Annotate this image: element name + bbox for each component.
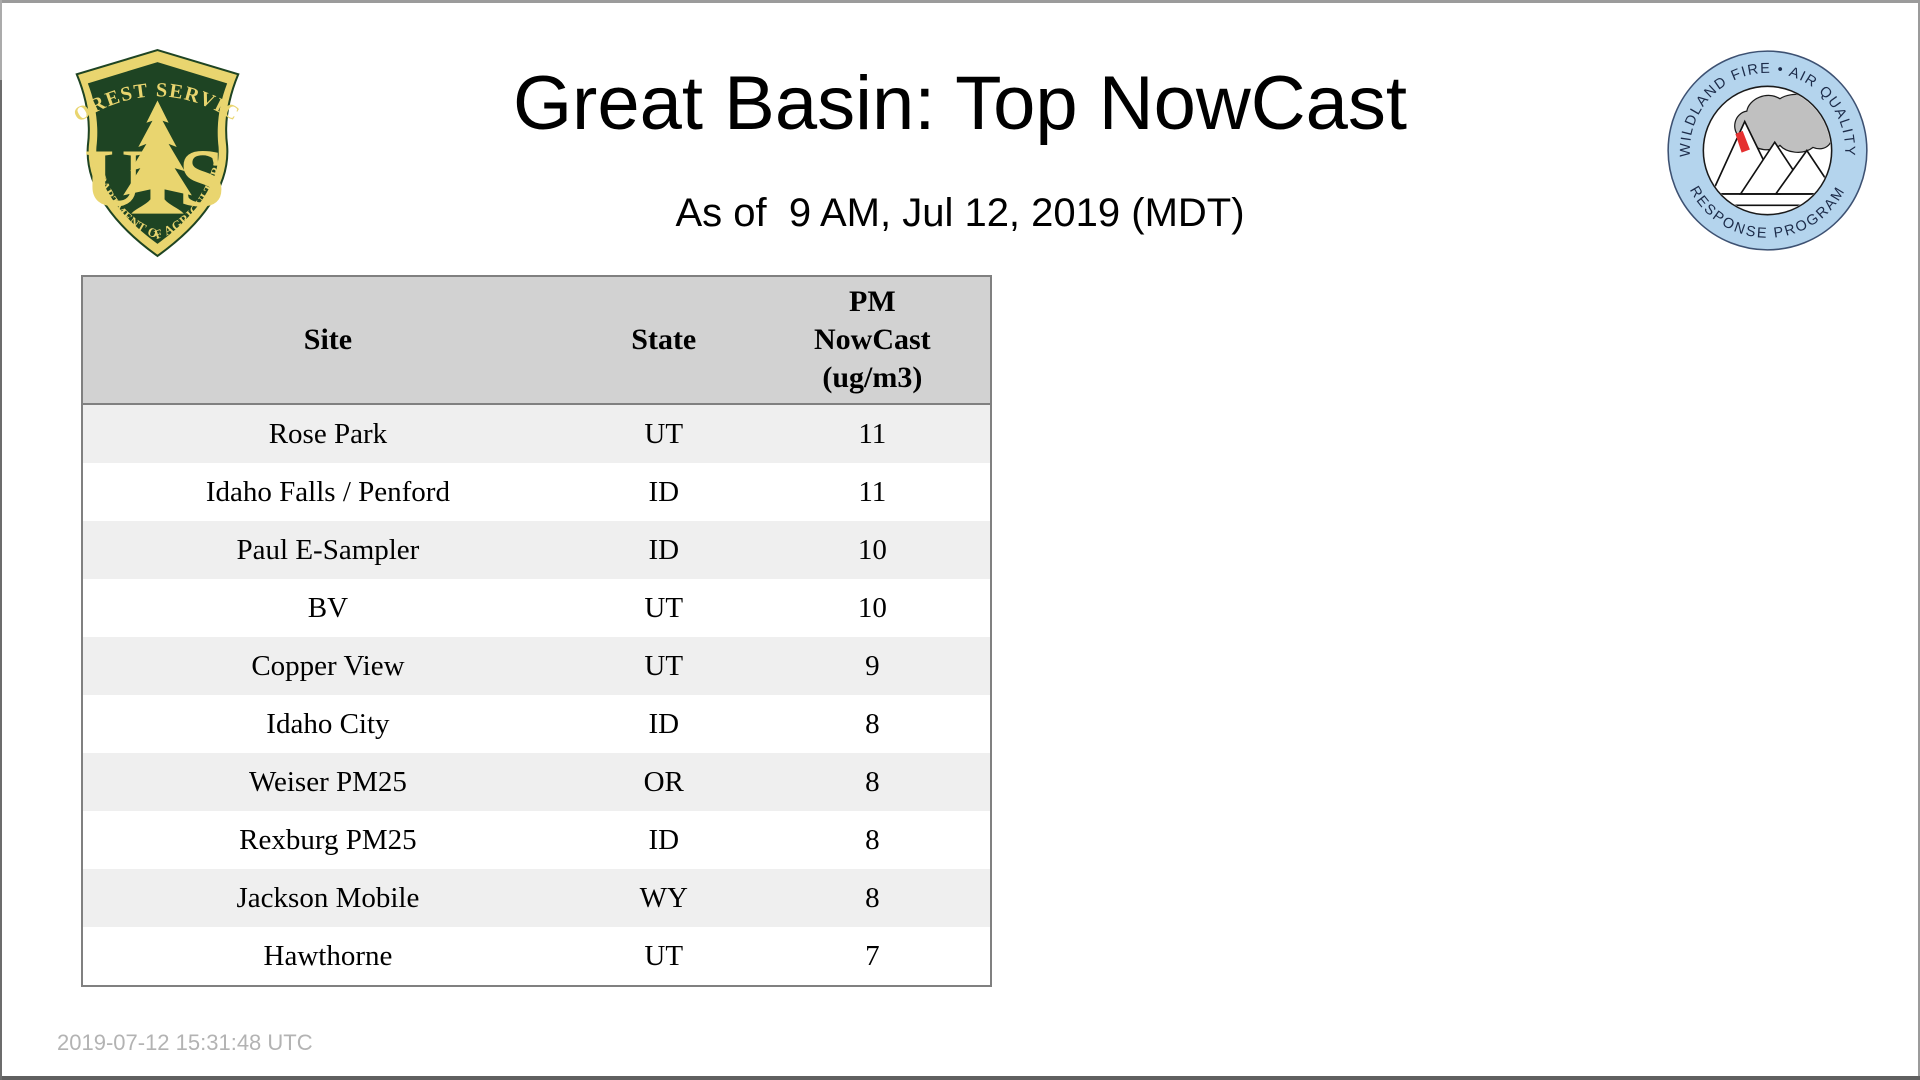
nowcast-cell: 11 bbox=[754, 404, 991, 463]
state-cell: UT bbox=[572, 927, 755, 986]
state-cell: UT bbox=[572, 637, 755, 695]
state-cell: OR bbox=[572, 753, 755, 811]
table-row: BV UT 10 bbox=[82, 579, 991, 637]
forest-service-logo: FOREST SERVICE U S DEPARTMENT OF AGRICUL… bbox=[55, 46, 242, 258]
column-header-state: State bbox=[572, 276, 755, 405]
state-cell: ID bbox=[572, 695, 755, 753]
nowcast-cell: 8 bbox=[754, 869, 991, 927]
site-cell: Idaho City bbox=[82, 695, 573, 753]
column-header-site: Site bbox=[82, 276, 573, 405]
table-row: Rose Park UT 11 bbox=[82, 404, 991, 463]
nowcast-cell: 7 bbox=[754, 927, 991, 986]
window-border-top bbox=[0, 0, 1920, 3]
state-cell: UT bbox=[572, 579, 755, 637]
state-cell: ID bbox=[572, 811, 755, 869]
page-subtitle: As of 9 AM, Jul 12, 2019 (MDT) bbox=[675, 191, 1245, 235]
generated-timestamp: 2019-07-12 15:31:48 UTC bbox=[57, 1030, 313, 1055]
window-border-bottom bbox=[0, 1076, 1920, 1080]
site-cell: BV bbox=[82, 579, 573, 637]
nowcast-cell: 8 bbox=[754, 811, 991, 869]
state-cell: UT bbox=[572, 404, 755, 463]
window-border-right bbox=[1918, 0, 1920, 1080]
table-row: Idaho Falls / Penford ID 11 bbox=[82, 463, 991, 521]
pine-tree-icon bbox=[123, 100, 192, 214]
site-cell: Rose Park bbox=[82, 404, 573, 463]
table-row: Rexburg PM25 ID 8 bbox=[82, 811, 991, 869]
site-cell: Jackson Mobile bbox=[82, 869, 573, 927]
window-border-left-light bbox=[0, 0, 2, 80]
nowcast-cell: 9 bbox=[754, 637, 991, 695]
site-cell: Hawthorne bbox=[82, 927, 573, 986]
window-border-left-dark bbox=[0, 80, 2, 1080]
table-header: Site State PM NowCast (ug/m3) bbox=[82, 276, 991, 405]
table-row: Hawthorne UT 7 bbox=[82, 927, 991, 986]
air-quality-program-logo: WILDLAND FIRE • AIR QUALITY RESPONSE PRO… bbox=[1667, 50, 1868, 251]
column-header-pm-nowcast: PM NowCast (ug/m3) bbox=[754, 276, 991, 405]
site-cell: Idaho Falls / Penford bbox=[82, 463, 573, 521]
table-body: Rose Park UT 11 Idaho Falls / Penford ID 11 Pa… bbox=[82, 404, 991, 986]
nowcast-cell: 10 bbox=[754, 521, 991, 579]
nowcast-cell: 11 bbox=[754, 463, 991, 521]
site-cell: Paul E-Sampler bbox=[82, 521, 573, 579]
site-cell: Rexburg PM25 bbox=[82, 811, 573, 869]
table-row: Paul E-Sampler ID 10 bbox=[82, 521, 991, 579]
nowcast-cell: 10 bbox=[754, 579, 991, 637]
nowcast-cell: 8 bbox=[754, 695, 991, 753]
state-cell: ID bbox=[572, 463, 755, 521]
table-row: Idaho City ID 8 bbox=[82, 695, 991, 753]
flame-icon bbox=[1735, 130, 1750, 153]
site-cell: Copper View bbox=[82, 637, 573, 695]
state-cell: WY bbox=[572, 869, 755, 927]
table-row: Jackson Mobile WY 8 bbox=[82, 869, 991, 927]
state-cell: ID bbox=[572, 521, 755, 579]
page-title: Great Basin: Top NowCast bbox=[512, 61, 1408, 146]
table-row: Copper View UT 9 bbox=[82, 637, 991, 695]
nowcast-cell: 8 bbox=[754, 753, 991, 811]
site-cell: Weiser PM25 bbox=[82, 753, 573, 811]
monogram-s: S bbox=[179, 131, 225, 223]
nowcast-table: Site State PM NowCast (ug/m3) Rose Park U… bbox=[81, 275, 992, 987]
table-row: Weiser PM25 OR 8 bbox=[82, 753, 991, 811]
monogram-u: U bbox=[84, 131, 144, 223]
